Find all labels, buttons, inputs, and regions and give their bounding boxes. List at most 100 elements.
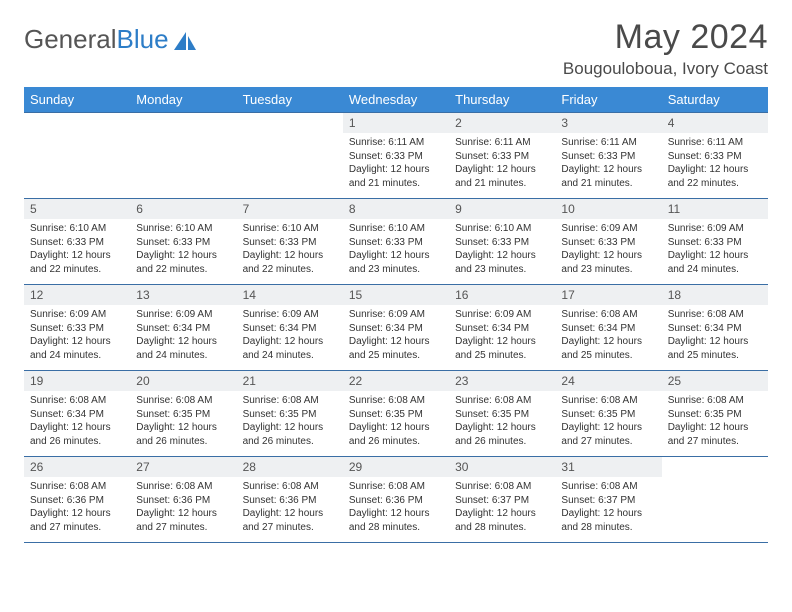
calendar-cell (662, 457, 768, 543)
sunset-text: Sunset: 6:35 PM (668, 408, 762, 422)
weekday-header: Saturday (662, 87, 768, 113)
border-cell (343, 543, 449, 545)
sail-icon (172, 30, 198, 52)
border-cell (24, 543, 130, 545)
calendar-cell: 15Sunrise: 6:09 AMSunset: 6:34 PMDayligh… (343, 285, 449, 371)
daylight-text: Daylight: 12 hours and 27 minutes. (30, 507, 124, 534)
daylight-text: Daylight: 12 hours and 25 minutes. (561, 335, 655, 362)
calendar-cell: 5Sunrise: 6:10 AMSunset: 6:33 PMDaylight… (24, 199, 130, 285)
daylight-text: Daylight: 12 hours and 24 minutes. (136, 335, 230, 362)
day-number: 19 (24, 371, 130, 391)
daylight-text: Daylight: 12 hours and 24 minutes. (668, 249, 762, 276)
sunset-text: Sunset: 6:34 PM (30, 408, 124, 422)
daylight-text: Daylight: 12 hours and 22 minutes. (136, 249, 230, 276)
calendar-cell: 27Sunrise: 6:08 AMSunset: 6:36 PMDayligh… (130, 457, 236, 543)
day-details: Sunrise: 6:08 AMSunset: 6:35 PMDaylight:… (662, 391, 768, 452)
daylight-text: Daylight: 12 hours and 26 minutes. (349, 421, 443, 448)
daylight-text: Daylight: 12 hours and 21 minutes. (561, 163, 655, 190)
day-details: Sunrise: 6:08 AMSunset: 6:35 PMDaylight:… (130, 391, 236, 452)
day-details: Sunrise: 6:08 AMSunset: 6:36 PMDaylight:… (237, 477, 343, 538)
day-details: Sunrise: 6:10 AMSunset: 6:33 PMDaylight:… (343, 219, 449, 280)
sunset-text: Sunset: 6:35 PM (136, 408, 230, 422)
sunset-text: Sunset: 6:34 PM (668, 322, 762, 336)
calendar-cell: 8Sunrise: 6:10 AMSunset: 6:33 PMDaylight… (343, 199, 449, 285)
sunrise-text: Sunrise: 6:08 AM (136, 394, 230, 408)
sunrise-text: Sunrise: 6:09 AM (136, 308, 230, 322)
calendar-cell: 16Sunrise: 6:09 AMSunset: 6:34 PMDayligh… (449, 285, 555, 371)
daylight-text: Daylight: 12 hours and 28 minutes. (455, 507, 549, 534)
day-details: Sunrise: 6:11 AMSunset: 6:33 PMDaylight:… (662, 133, 768, 194)
day-number: 7 (237, 199, 343, 219)
daylight-text: Daylight: 12 hours and 27 minutes. (243, 507, 337, 534)
calendar-cell (237, 113, 343, 199)
sunset-text: Sunset: 6:33 PM (349, 236, 443, 250)
day-number: 3 (555, 113, 661, 133)
sunset-text: Sunset: 6:33 PM (668, 150, 762, 164)
brand-part2: Blue (117, 24, 169, 55)
day-number: 20 (130, 371, 236, 391)
calendar-cell: 26Sunrise: 6:08 AMSunset: 6:36 PMDayligh… (24, 457, 130, 543)
daylight-text: Daylight: 12 hours and 21 minutes. (455, 163, 549, 190)
sunrise-text: Sunrise: 6:08 AM (455, 480, 549, 494)
sunset-text: Sunset: 6:33 PM (561, 236, 655, 250)
day-number: 10 (555, 199, 661, 219)
daylight-text: Daylight: 12 hours and 25 minutes. (455, 335, 549, 362)
daylight-text: Daylight: 12 hours and 22 minutes. (668, 163, 762, 190)
sunrise-text: Sunrise: 6:09 AM (243, 308, 337, 322)
day-details: Sunrise: 6:09 AMSunset: 6:34 PMDaylight:… (130, 305, 236, 366)
daylight-text: Daylight: 12 hours and 26 minutes. (243, 421, 337, 448)
calendar-cell: 6Sunrise: 6:10 AMSunset: 6:33 PMDaylight… (130, 199, 236, 285)
calendar-cell: 21Sunrise: 6:08 AMSunset: 6:35 PMDayligh… (237, 371, 343, 457)
calendar-cell: 31Sunrise: 6:08 AMSunset: 6:37 PMDayligh… (555, 457, 661, 543)
daylight-text: Daylight: 12 hours and 24 minutes. (243, 335, 337, 362)
sunset-text: Sunset: 6:33 PM (455, 150, 549, 164)
day-number: 16 (449, 285, 555, 305)
border-cell (237, 543, 343, 545)
day-details: Sunrise: 6:08 AMSunset: 6:34 PMDaylight:… (24, 391, 130, 452)
sunrise-text: Sunrise: 6:09 AM (561, 222, 655, 236)
sunrise-text: Sunrise: 6:11 AM (349, 136, 443, 150)
calendar-cell: 3Sunrise: 6:11 AMSunset: 6:33 PMDaylight… (555, 113, 661, 199)
daylight-text: Daylight: 12 hours and 22 minutes. (243, 249, 337, 276)
day-details: Sunrise: 6:10 AMSunset: 6:33 PMDaylight:… (237, 219, 343, 280)
sunset-text: Sunset: 6:37 PM (455, 494, 549, 508)
day-details: Sunrise: 6:08 AMSunset: 6:36 PMDaylight:… (130, 477, 236, 538)
day-number: 29 (343, 457, 449, 477)
sunrise-text: Sunrise: 6:08 AM (668, 308, 762, 322)
day-details: Sunrise: 6:08 AMSunset: 6:35 PMDaylight:… (555, 391, 661, 452)
day-number: 25 (662, 371, 768, 391)
sunrise-text: Sunrise: 6:09 AM (455, 308, 549, 322)
calendar-cell: 2Sunrise: 6:11 AMSunset: 6:33 PMDaylight… (449, 113, 555, 199)
day-details (237, 133, 343, 140)
day-details: Sunrise: 6:08 AMSunset: 6:37 PMDaylight:… (555, 477, 661, 538)
sunrise-text: Sunrise: 6:08 AM (561, 480, 655, 494)
sunrise-text: Sunrise: 6:09 AM (30, 308, 124, 322)
day-number: 8 (343, 199, 449, 219)
sunset-text: Sunset: 6:36 PM (30, 494, 124, 508)
calendar-cell: 29Sunrise: 6:08 AMSunset: 6:36 PMDayligh… (343, 457, 449, 543)
day-number: 27 (130, 457, 236, 477)
sunrise-text: Sunrise: 6:08 AM (243, 480, 337, 494)
day-number: 22 (343, 371, 449, 391)
border-cell (555, 543, 661, 545)
sunset-text: Sunset: 6:33 PM (30, 322, 124, 336)
calendar-cell: 19Sunrise: 6:08 AMSunset: 6:34 PMDayligh… (24, 371, 130, 457)
sunset-text: Sunset: 6:33 PM (30, 236, 124, 250)
daylight-text: Daylight: 12 hours and 24 minutes. (30, 335, 124, 362)
border-cell (662, 543, 768, 545)
day-details (662, 477, 768, 484)
sunset-text: Sunset: 6:36 PM (349, 494, 443, 508)
calendar-cell: 10Sunrise: 6:09 AMSunset: 6:33 PMDayligh… (555, 199, 661, 285)
sunrise-text: Sunrise: 6:11 AM (455, 136, 549, 150)
weekday-header: Tuesday (237, 87, 343, 113)
day-details: Sunrise: 6:08 AMSunset: 6:35 PMDaylight:… (449, 391, 555, 452)
day-details: Sunrise: 6:09 AMSunset: 6:34 PMDaylight:… (449, 305, 555, 366)
sunrise-text: Sunrise: 6:08 AM (561, 394, 655, 408)
sunset-text: Sunset: 6:36 PM (136, 494, 230, 508)
sunrise-text: Sunrise: 6:10 AM (30, 222, 124, 236)
calendar-week-row: 1Sunrise: 6:11 AMSunset: 6:33 PMDaylight… (24, 113, 768, 199)
sunset-text: Sunset: 6:34 PM (455, 322, 549, 336)
day-number (130, 113, 236, 133)
calendar-cell: 30Sunrise: 6:08 AMSunset: 6:37 PMDayligh… (449, 457, 555, 543)
sunset-text: Sunset: 6:33 PM (561, 150, 655, 164)
